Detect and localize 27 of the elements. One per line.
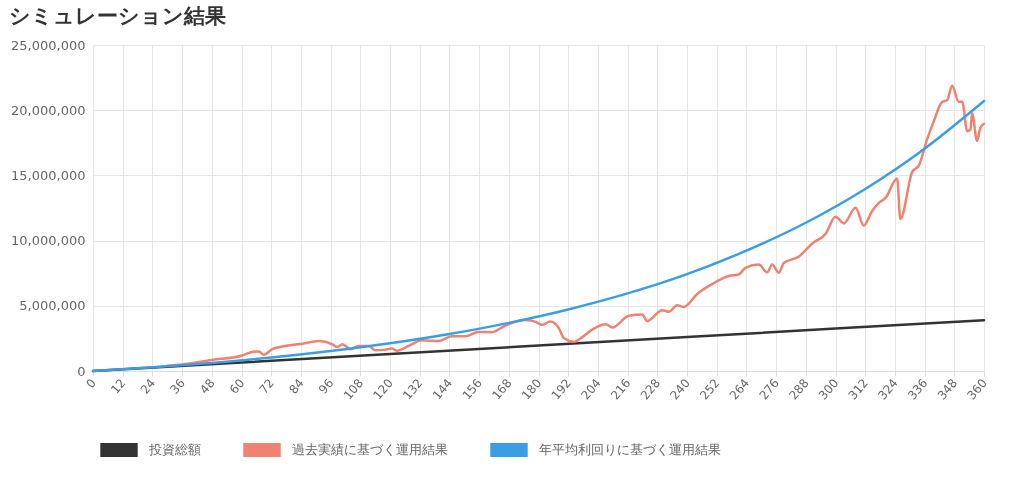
x-tick-label: 84 [286,376,307,397]
x-tick-label: 48 [197,376,218,397]
x-tick-label: 156 [459,376,485,403]
y-tick-label: 5,000,000 [19,298,86,314]
x-tick-label: 60 [226,376,248,397]
x-tick-label: 108 [340,376,367,403]
x-tick-label: 96 [315,376,337,397]
legend-label: 過去実績に基づく運用結果 [292,442,448,457]
legend-label: 投資総額 [148,442,201,457]
y-tick-label: 10,000,000 [11,233,86,249]
x-tick-label: 24 [137,376,159,397]
x-tick-label: 0 [83,376,99,391]
x-tick-label: 144 [429,376,456,403]
x-tick-label: 36 [167,376,188,397]
x-tick-label: 180 [518,376,545,403]
y-tick-label: 25,000,000 [11,37,86,53]
chart-title: シミュレーション結果 [8,4,226,28]
x-tick-label: 12 [108,376,129,397]
x-tick-label: 72 [256,376,278,397]
x-tick-label: 120 [370,376,396,403]
x-tick-label: 168 [489,376,515,403]
y-tick-label: 15,000,000 [11,167,86,183]
x-tick-label: 192 [548,376,575,403]
y-tick-label: 20,000,000 [11,102,86,118]
y-tick-label: 0 [77,363,86,379]
legend-label: 年平均利回りに基づく運用結果 [539,442,721,457]
x-tick-label: 132 [400,376,426,403]
